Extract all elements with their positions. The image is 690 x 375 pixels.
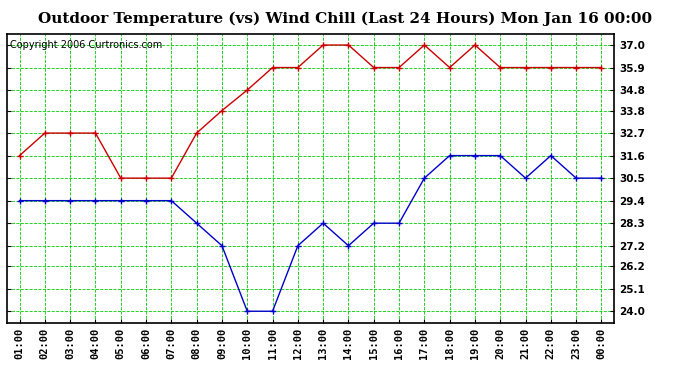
Text: Outdoor Temperature (vs) Wind Chill (Last 24 Hours) Mon Jan 16 00:00: Outdoor Temperature (vs) Wind Chill (Las…	[38, 11, 652, 26]
Text: Copyright 2006 Curtronics.com: Copyright 2006 Curtronics.com	[10, 39, 162, 50]
